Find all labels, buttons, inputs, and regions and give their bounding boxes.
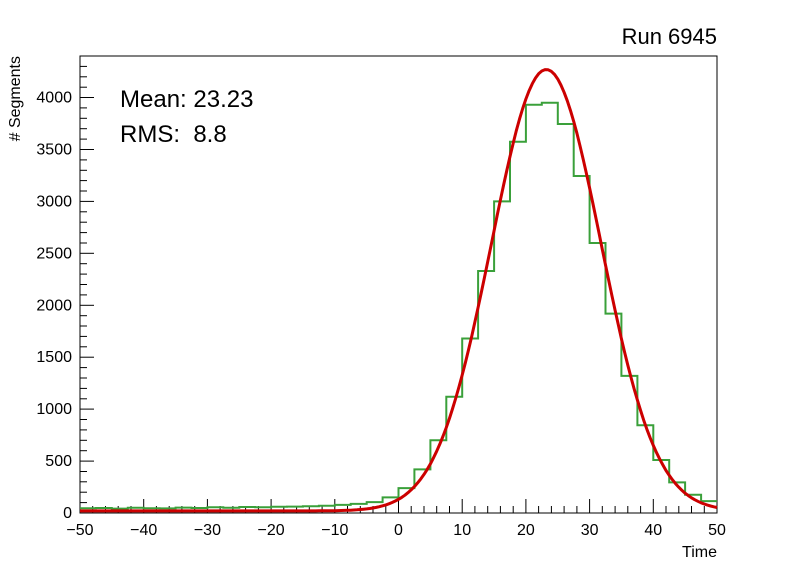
y-tick-label: 0 [63,505,72,522]
x-tick-label: 20 [517,522,535,539]
y-tick-label: 1500 [36,349,72,366]
fit-curve [80,68,718,513]
x-tick-label: −40 [130,522,157,539]
stats-rms: RMS: 8.8 [120,121,227,148]
y-tick-label: 3500 [36,142,72,159]
stats-box: Mean: 23.23 RMS: 8.8 [120,82,253,152]
y-tick-label: 2500 [36,245,72,262]
x-tick-label: 50 [708,522,726,539]
x-tick-label: 0 [394,522,403,539]
x-tick-label: −50 [66,522,93,539]
x-tick-label: 10 [453,522,471,539]
y-tick-label: 500 [45,453,72,470]
y-tick-label: 4000 [36,90,72,107]
histogram-series [80,101,717,510]
y-axis-title: # Segments [7,56,24,141]
y-tick-label: 1000 [36,401,72,418]
y-tick-label: 2000 [36,297,72,314]
x-tick-label: 30 [581,522,599,539]
x-tick-label: 40 [644,522,662,539]
x-tick-label: −20 [258,522,285,539]
x-tick-label: −30 [194,522,221,539]
plot-title: Run 6945 [621,24,717,49]
x-axis-title: Time [682,544,717,561]
stats-mean: Mean: 23.23 [120,86,254,113]
y-tick-label: 3000 [36,193,72,210]
x-tick-label: −10 [321,522,348,539]
